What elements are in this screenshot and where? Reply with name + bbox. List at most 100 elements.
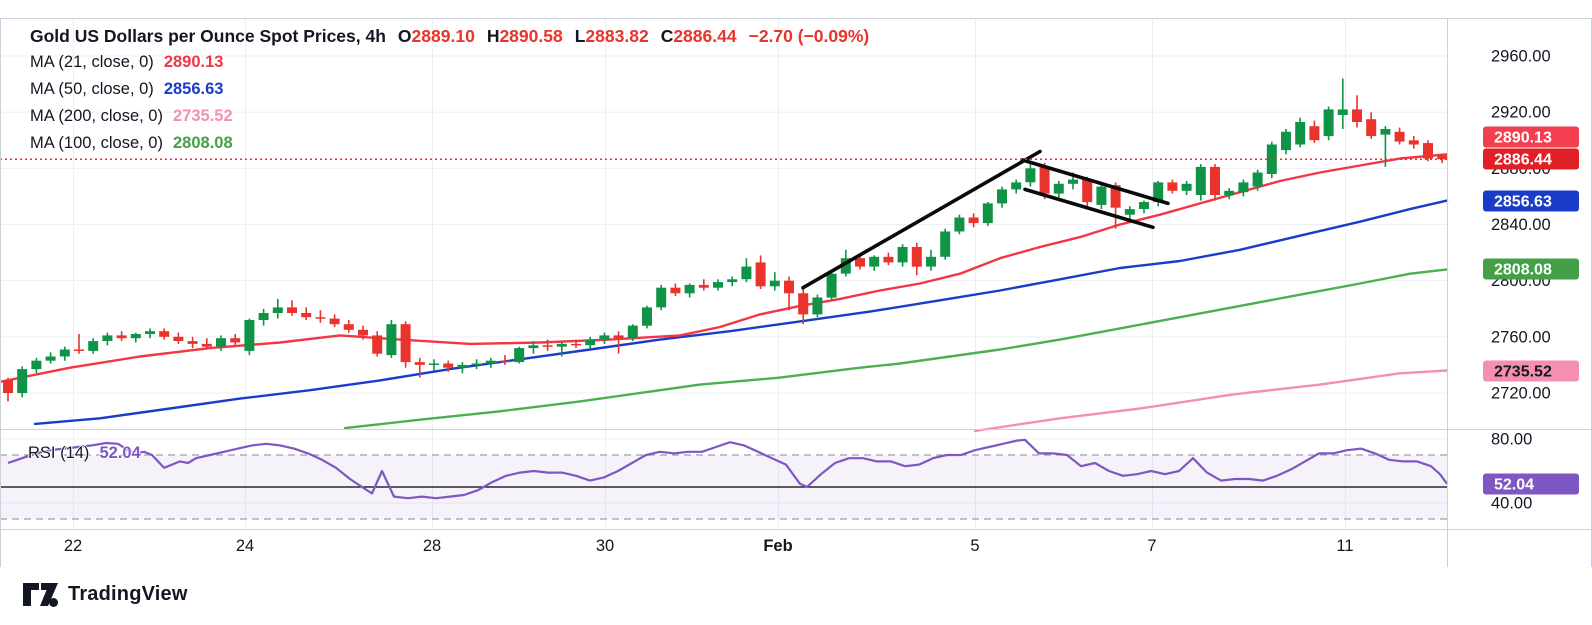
candle-body bbox=[74, 349, 84, 351]
date-axis-label: 28 bbox=[423, 537, 441, 555]
candle-body bbox=[500, 360, 510, 363]
rsi-axis-label: 40.00 bbox=[1491, 495, 1532, 513]
candle-body bbox=[358, 329, 368, 336]
candle-body bbox=[301, 313, 312, 318]
candle-body bbox=[982, 203, 993, 224]
brand-name: TradingView bbox=[68, 583, 188, 605]
candle-body bbox=[656, 287, 667, 308]
candle-body bbox=[343, 324, 354, 330]
candle-body bbox=[627, 325, 638, 339]
candle-body bbox=[798, 293, 809, 315]
ma-line-200 bbox=[973, 369, 1449, 433]
candle-body bbox=[684, 284, 695, 294]
price-axis[interactable] bbox=[1448, 18, 1592, 567]
date-axis-label: 7 bbox=[1147, 537, 1156, 555]
price-badge-label: 52.04 bbox=[1494, 477, 1534, 494]
candle-body bbox=[400, 324, 411, 363]
candle-body bbox=[1210, 166, 1220, 195]
candle-body bbox=[329, 318, 340, 325]
candle-body bbox=[17, 369, 28, 393]
date-axis-label: 5 bbox=[970, 537, 979, 555]
candle-body bbox=[585, 339, 596, 346]
candle-body bbox=[1281, 131, 1291, 151]
trendline-annotation bbox=[1020, 158, 1170, 206]
price-badge-label: 2886.44 bbox=[1494, 152, 1552, 169]
candle-body bbox=[1352, 109, 1362, 122]
candle-body bbox=[727, 279, 738, 283]
price-badge bbox=[1483, 190, 1579, 212]
date-axis-label: 24 bbox=[236, 537, 254, 555]
candle-body bbox=[812, 297, 823, 315]
candle-body bbox=[201, 343, 212, 347]
candle-body bbox=[130, 334, 141, 339]
tradingview-attribution[interactable]: TradingView bbox=[22, 581, 188, 608]
candle-body bbox=[1082, 179, 1093, 203]
candle-body bbox=[997, 189, 1007, 204]
candle-body bbox=[1252, 172, 1263, 187]
candle-body bbox=[613, 335, 624, 339]
candle-body bbox=[1153, 182, 1164, 203]
candle-body bbox=[1124, 209, 1135, 215]
rsi-axis-label: 80.00 bbox=[1491, 431, 1532, 449]
candle-body bbox=[926, 256, 936, 267]
price-chart-canvas[interactable]: 2960.002920.002880.002840.002800.002760.… bbox=[0, 0, 1592, 567]
candle-body bbox=[372, 335, 383, 354]
candle-body bbox=[1309, 126, 1320, 141]
candle-body bbox=[102, 335, 113, 341]
candle-body bbox=[528, 345, 539, 349]
candle-body bbox=[1323, 109, 1334, 137]
price-badge bbox=[1483, 473, 1579, 495]
trendline-annotation bbox=[801, 149, 1042, 290]
candle-body bbox=[642, 307, 652, 326]
candle-body bbox=[1053, 183, 1064, 194]
candle-body bbox=[713, 282, 723, 288]
candle-body bbox=[258, 313, 269, 320]
price-badge bbox=[1483, 360, 1579, 382]
candle-body bbox=[556, 343, 567, 347]
candle-body bbox=[940, 231, 951, 257]
candle-body bbox=[1238, 182, 1249, 193]
candle-body bbox=[1167, 182, 1178, 191]
candle-body bbox=[244, 320, 255, 351]
candle-body bbox=[485, 360, 496, 364]
candles bbox=[3, 78, 1448, 402]
candle-body bbox=[45, 356, 56, 361]
price-badge-label: 2890.13 bbox=[1494, 130, 1552, 147]
candle-body bbox=[1068, 179, 1078, 184]
candle-body bbox=[443, 363, 454, 368]
price-axis-label: 2840.00 bbox=[1491, 216, 1551, 234]
candle-body bbox=[897, 247, 908, 263]
candle-body bbox=[1394, 131, 1405, 142]
candle-body bbox=[31, 360, 42, 370]
candle-body bbox=[911, 247, 922, 267]
candle-body bbox=[230, 338, 241, 343]
candle-body bbox=[471, 363, 482, 365]
candle-body bbox=[1437, 155, 1448, 160]
price-axis-label: 2760.00 bbox=[1491, 328, 1551, 346]
date-axis-label: 11 bbox=[1336, 537, 1353, 555]
candle-body bbox=[59, 349, 70, 357]
candle-body bbox=[1181, 183, 1192, 191]
date-axis-label: Feb bbox=[763, 537, 792, 555]
price-axis-label: 2920.00 bbox=[1491, 104, 1551, 122]
time-axis[interactable] bbox=[0, 529, 1447, 567]
candle-body bbox=[1011, 182, 1022, 190]
candle-body bbox=[741, 266, 752, 280]
candle-body bbox=[1039, 166, 1050, 194]
candle-body bbox=[769, 280, 780, 287]
ma-line-100 bbox=[343, 268, 1449, 430]
price-axis-label: 2720.00 bbox=[1491, 385, 1551, 403]
candle-body bbox=[1423, 143, 1433, 159]
candle-body bbox=[883, 256, 894, 263]
candle-body bbox=[571, 343, 581, 346]
candle-body bbox=[145, 331, 155, 334]
candle-body bbox=[840, 258, 851, 274]
candle-body bbox=[599, 335, 610, 340]
candle-body bbox=[116, 335, 127, 339]
candle-body bbox=[1408, 140, 1419, 145]
candle-body bbox=[968, 217, 979, 224]
candle-body bbox=[315, 317, 326, 319]
price-badge bbox=[1483, 148, 1579, 170]
candle-body bbox=[386, 324, 397, 356]
candle-body bbox=[3, 380, 13, 393]
